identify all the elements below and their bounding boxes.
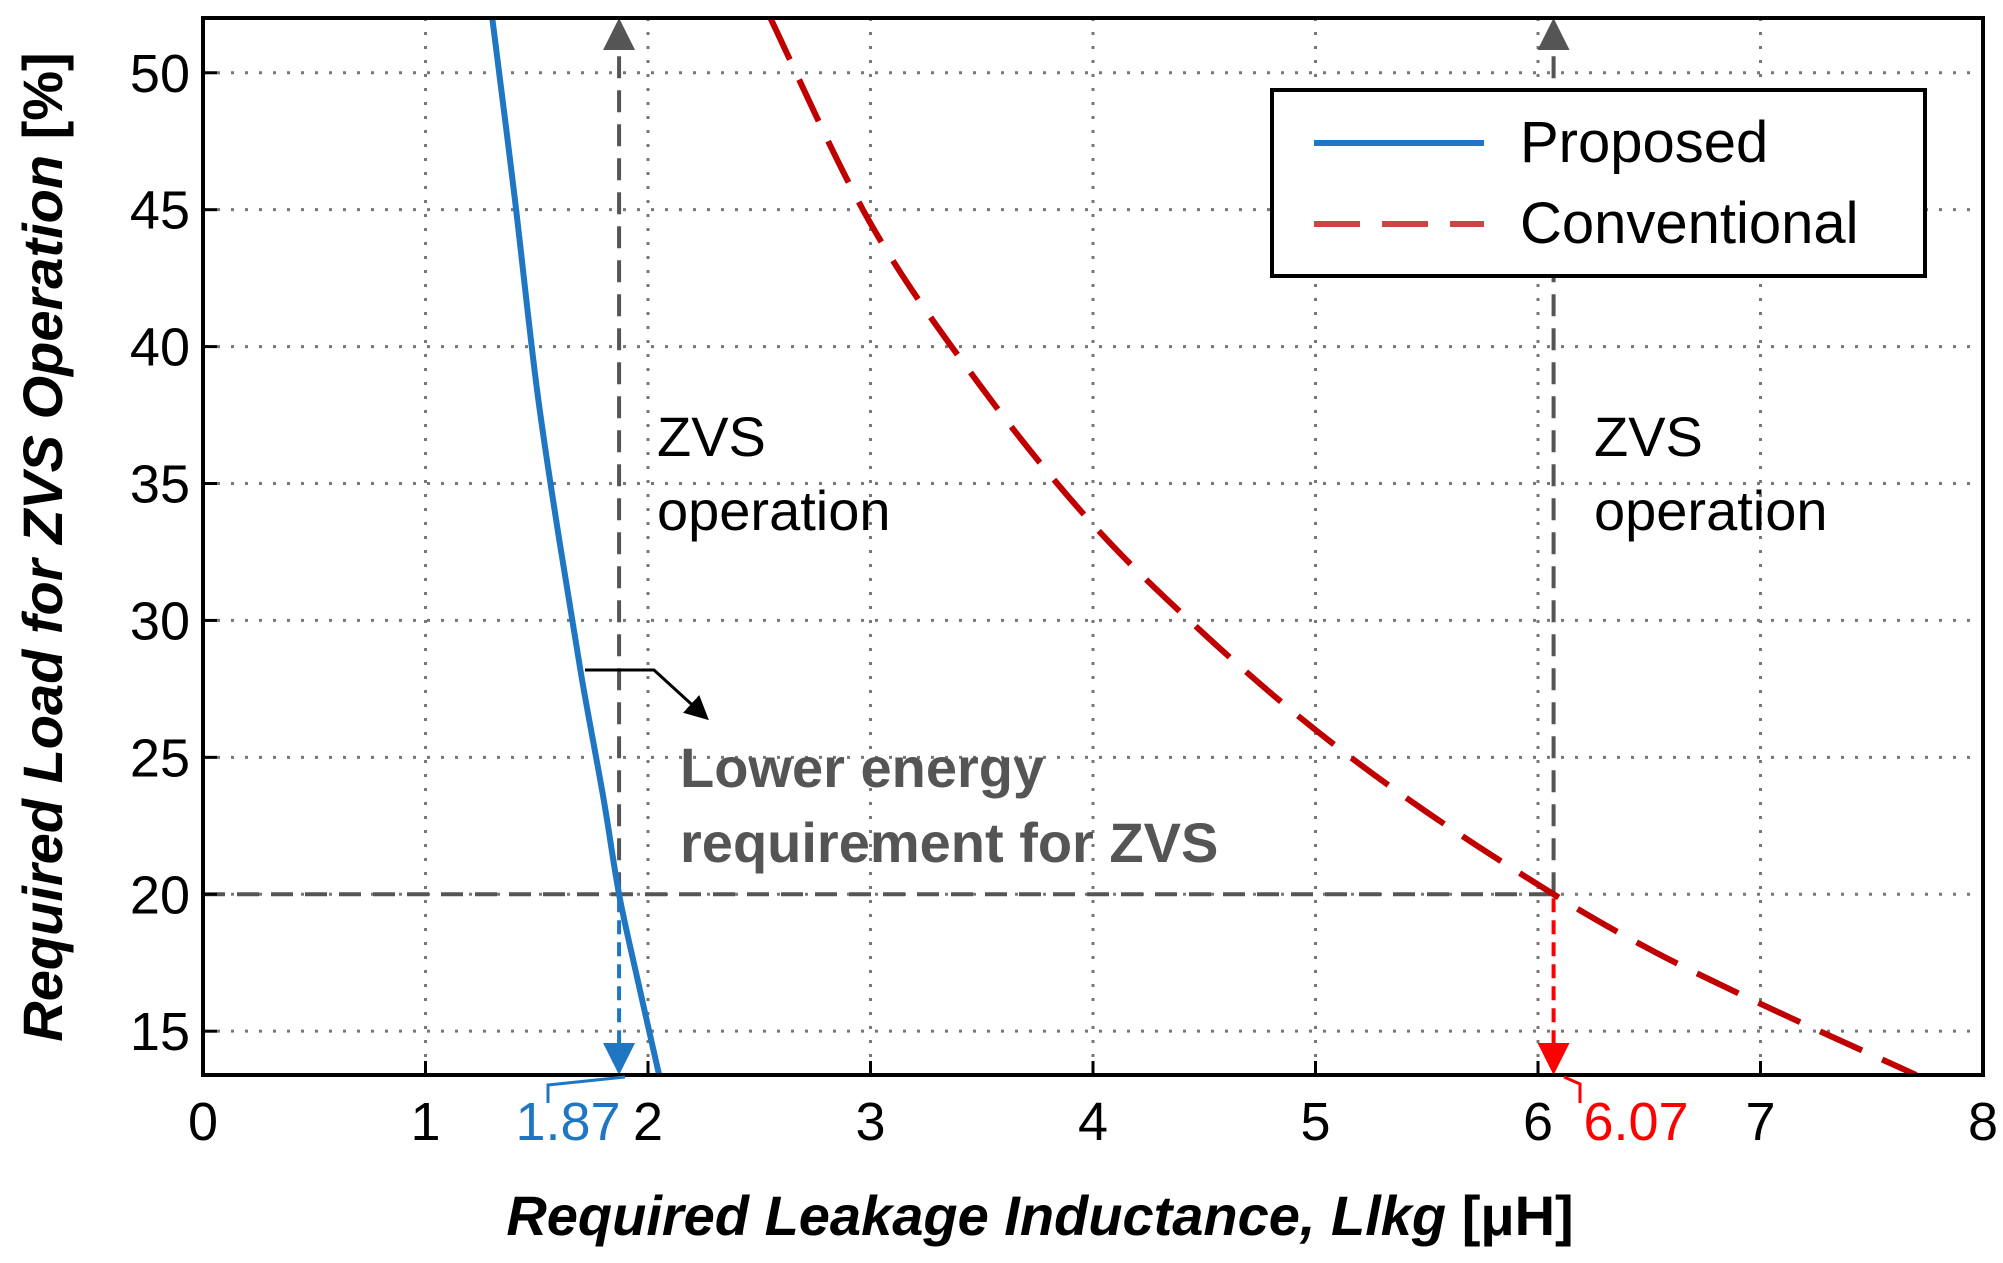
legend: Proposed Conventional [1270,88,1927,278]
proposed-value-leader [546,1075,626,1103]
y-tick-label: 20 [130,865,190,925]
note-line2: requirement for ZVS [680,811,1218,874]
series-line-proposed [489,18,663,1075]
x-tick-label: 0 [188,1092,218,1152]
x-tick-label: 2 [633,1092,663,1152]
zvs-right-line1: ZVS [1594,405,1703,468]
legend-label-conventional: Conventional [1520,191,1859,256]
series-line-conventional [767,18,1918,1075]
x-tick-label: 6 [1523,1092,1553,1152]
note-pointer-arrow [585,668,709,721]
y-tick-label: 50 [130,44,190,104]
y-tick-label: 15 [130,1002,190,1062]
y-axis-title: Required Load for ZVS Operation [%] [11,52,74,1041]
legend-label-proposed: Proposed [1520,110,1768,175]
y-axis-ticks: 15 20 25 30 35 40 45 50 [130,44,217,1062]
x-tick-label: 4 [1078,1092,1108,1152]
proposed-value-label: 1.87 [515,1092,620,1152]
zvs-left-line1: ZVS [657,405,766,468]
x-tick-label: 8 [1968,1092,1998,1152]
legend-box [1270,88,1927,278]
conventional-value-label: 6.07 [1583,1092,1688,1152]
conventional-value-leader [1563,1075,1582,1103]
y-tick-label: 35 [130,455,190,515]
zvs-right-line2: operation [1594,479,1828,542]
y-tick-label: 40 [130,318,190,378]
x-tick-label: 7 [1745,1092,1775,1152]
note-line1: Lower energy [680,736,1044,799]
zvs-left-line2: operation [657,479,891,542]
y-tick-label: 30 [130,591,190,651]
x-axis-title: Required Leakage Inductance, Llkg [μH] [506,1184,1573,1247]
y-tick-label: 25 [130,728,190,788]
x-tick-label: 5 [1300,1092,1330,1152]
x-tick-label: 1 [410,1092,440,1152]
y-tick-label: 45 [130,181,190,241]
x-axis-ticks: 0 1 2 3 4 5 6 7 8 [188,1061,1998,1152]
x-tick-label: 3 [855,1092,885,1152]
